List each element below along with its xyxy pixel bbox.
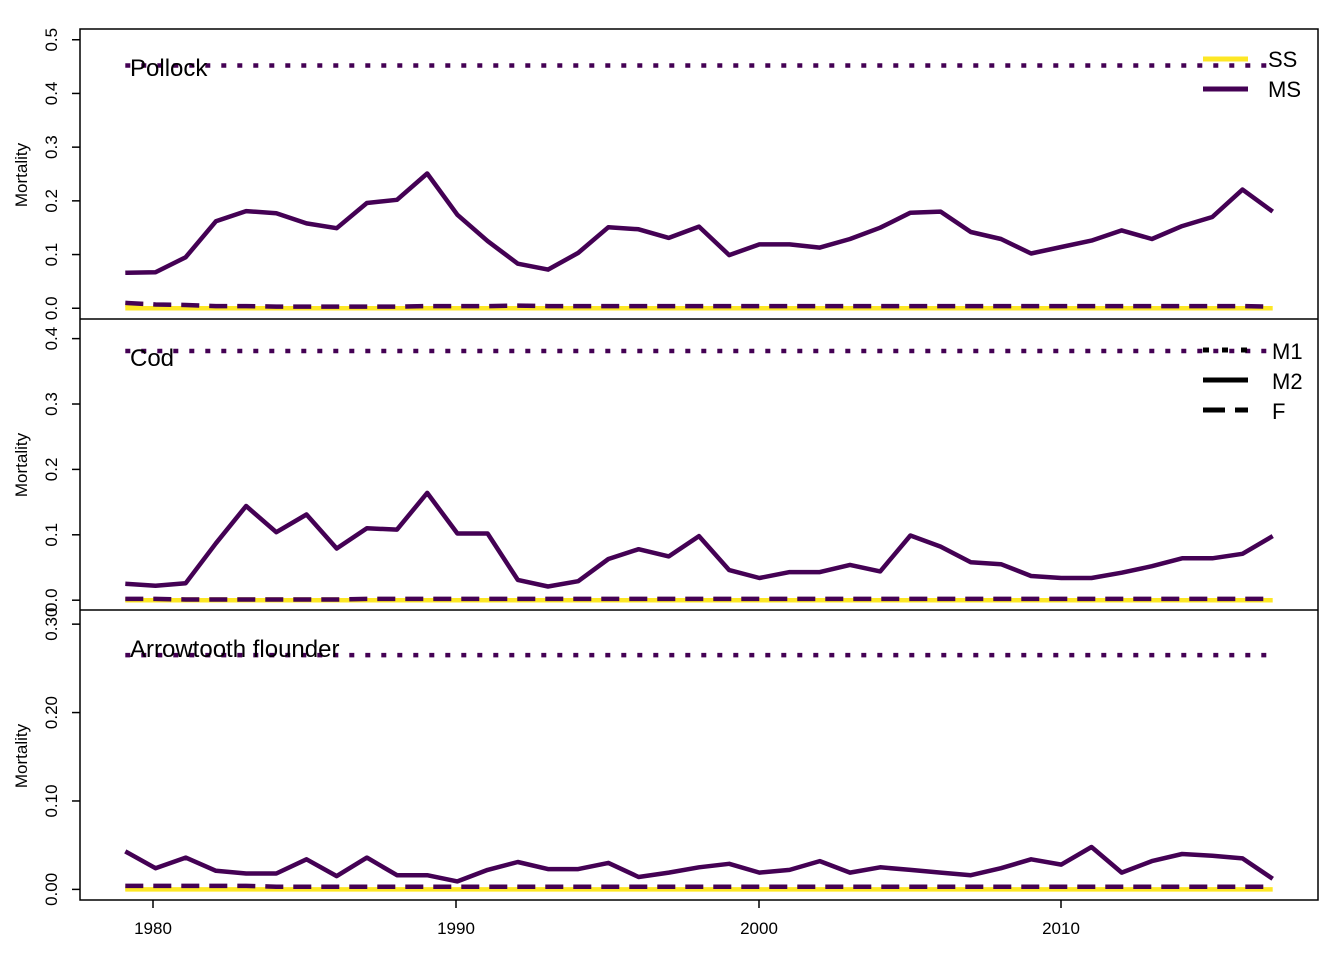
y-tick-label-cod-2: 0.2 [42,458,61,482]
legend-label-m1: M1 [1272,339,1303,364]
y-tick-label-arrowtooth-flounder-2: 0.20 [42,696,61,729]
legend-label-m2: M2 [1272,369,1303,394]
y-tick-label-arrowtooth-flounder-1: 0.10 [42,784,61,817]
y-tick-label-pollock-4: 0.4 [42,82,61,106]
y-tick-label-arrowtooth-flounder-3: 0.30 [42,608,61,641]
legend-label-ss: SS [1268,47,1297,72]
series-pollock-ms-f [125,300,1273,309]
series-pollock-ms-m2 [125,171,1275,276]
y-tick-label-pollock-0: 0.0 [42,296,61,320]
series-cod-ms-f [125,596,1273,602]
panel-title-pollock: Pollock [130,55,208,82]
y-tick-label-pollock-2: 0.2 [42,189,61,213]
legend-label-f: F [1272,399,1285,424]
y-tick-label-cod-1: 0.1 [42,523,61,547]
panel-pollock: 0.00.10.20.30.40.5 Pollock Mortality SS … [12,28,1301,320]
y-tick-label-pollock-5: 0.5 [42,28,61,52]
plot-frame [79,28,1319,901]
y-tick-label-pollock-3: 0.3 [42,135,61,159]
panel-cod: 0.0 0.1 0.2 0.3 0.4 Cod Mortality M1 M2 F [12,327,1303,612]
y-tick-label-cod-0: 0.0 [42,588,61,612]
y-tick-label-pollock-1: 0.1 [42,243,61,267]
y-axis-label-arrowtooth-flounder: Mortality [12,723,31,788]
y-tick-label-cod-3: 0.3 [42,392,61,416]
x-tick-label-2010: 2010 [1042,919,1080,938]
panel-title-cod: Cod [130,345,174,372]
y-tick-label-arrowtooth-flounder-0: 0.00 [42,873,61,906]
series-cod-ms-m2 [125,490,1274,589]
y-axis-label-cod: Mortality [12,432,31,497]
x-axis: 1980 1990 2000 2010 [134,900,1080,938]
x-tick-label-1980: 1980 [134,919,172,938]
y-axis-label-pollock: Mortality [12,142,31,207]
legend-label-ms: MS [1268,77,1301,102]
series-arrowtooth-flounder-ms-f [125,883,1273,889]
series-arrowtooth-flounder-ms-m2 [124,844,1274,884]
x-tick-label-1990: 1990 [437,919,475,938]
y-tick-label-cod-4: 0.4 [42,327,61,351]
panel-arrowtooth-flounder: 0.00 0.10 0.20 0.30 Arrowtooth flounder Mor… [12,608,1274,906]
panel-title-arrowtooth-flounder: Arrowtooth flounder [130,636,339,663]
x-tick-label-2000: 2000 [740,919,778,938]
